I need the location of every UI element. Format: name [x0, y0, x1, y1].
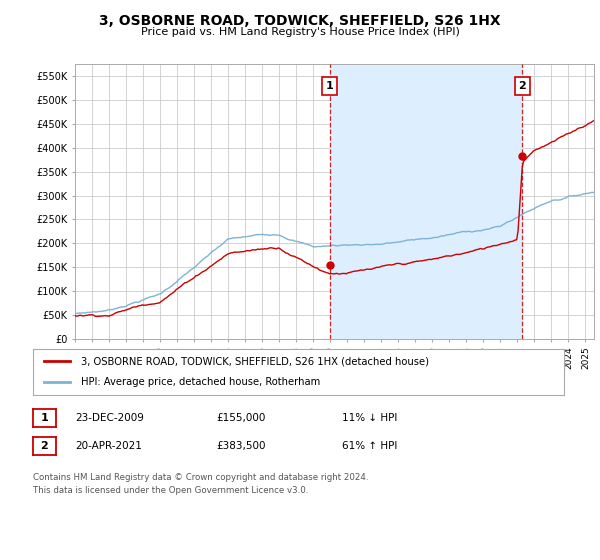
Text: HPI: Average price, detached house, Rotherham: HPI: Average price, detached house, Roth…: [81, 377, 320, 388]
Text: 1: 1: [326, 81, 334, 91]
Text: 23-DEC-2009: 23-DEC-2009: [75, 413, 144, 423]
Text: 61% ↑ HPI: 61% ↑ HPI: [342, 441, 397, 451]
Text: 2: 2: [518, 81, 526, 91]
Text: 3, OSBORNE ROAD, TODWICK, SHEFFIELD, S26 1HX: 3, OSBORNE ROAD, TODWICK, SHEFFIELD, S26…: [99, 14, 501, 28]
Text: £383,500: £383,500: [216, 441, 265, 451]
Text: £155,000: £155,000: [216, 413, 265, 423]
Text: 11% ↓ HPI: 11% ↓ HPI: [342, 413, 397, 423]
Text: 2: 2: [41, 441, 48, 451]
Text: Price paid vs. HM Land Registry's House Price Index (HPI): Price paid vs. HM Land Registry's House …: [140, 27, 460, 37]
Bar: [330, 64, 523, 339]
Text: 3, OSBORNE ROAD, TODWICK, SHEFFIELD, S26 1HX (detached house): 3, OSBORNE ROAD, TODWICK, SHEFFIELD, S26…: [81, 356, 429, 366]
Text: Contains HM Land Registry data © Crown copyright and database right 2024.
This d: Contains HM Land Registry data © Crown c…: [33, 473, 368, 494]
Text: 1: 1: [41, 413, 48, 423]
Text: 20-APR-2021: 20-APR-2021: [75, 441, 142, 451]
